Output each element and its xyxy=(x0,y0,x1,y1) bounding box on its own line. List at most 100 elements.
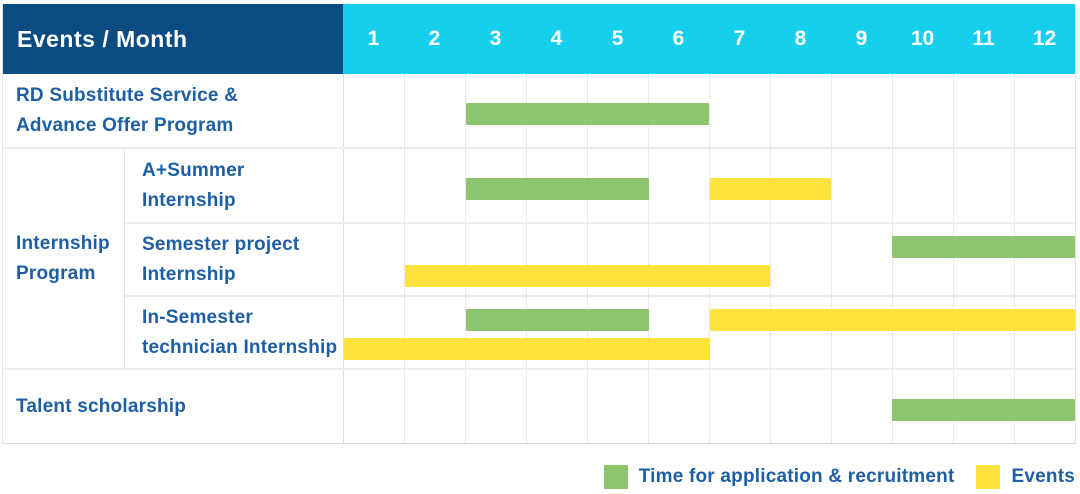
table-body: RD Substitute Service & Advance Offer Pro… xyxy=(3,74,1075,443)
gantt-bar-application xyxy=(465,102,710,125)
month-grid-canvas xyxy=(343,149,1075,222)
group-label-internship-program-line: Program xyxy=(16,262,96,284)
gantt-bar-application xyxy=(465,177,649,200)
month-grid-cell xyxy=(648,297,709,368)
row-label-in-semester-technician-internship: In-Semester technician Internship xyxy=(125,297,343,368)
month-grid-cell xyxy=(1014,74,1075,147)
section-rd-substitute: RD Substitute Service & Advance Offer Pro… xyxy=(3,74,1075,147)
month-grid-cell xyxy=(526,224,587,295)
gantt-bar-application xyxy=(892,236,1075,258)
month-grid-cell xyxy=(770,297,831,368)
gantt-bar-events xyxy=(344,338,710,360)
section-talent-scholarship: Talent scholarship xyxy=(3,368,1075,443)
row-a-plus-summer-internship: A+Summer Internship xyxy=(125,149,1075,222)
month-grid-cell xyxy=(587,297,648,368)
month-grid-cell xyxy=(831,297,892,368)
month-grid-cell xyxy=(831,149,892,222)
legend-label-events: Events xyxy=(1011,466,1075,487)
month-grid-cell xyxy=(465,297,526,368)
month-grid-cell xyxy=(404,224,465,295)
row-label-talent-scholarship-line: Talent scholarship xyxy=(16,395,187,417)
month-grid-cell xyxy=(344,370,404,443)
month-grid-cell xyxy=(892,149,953,222)
month-grid-cell xyxy=(831,370,892,443)
month-header-3: 3 xyxy=(489,27,502,50)
month-grid-cell xyxy=(526,297,587,368)
month-grid-canvas xyxy=(343,224,1075,295)
row-in-semester-technician-internship: In-Semester technician Internship xyxy=(125,295,1075,368)
month-grid-cell xyxy=(648,370,709,443)
legend-swatch-green xyxy=(603,465,628,489)
month-grid-cell xyxy=(953,224,1014,295)
month-header-6: 6 xyxy=(672,27,685,50)
row-rd-substitute: RD Substitute Service & Advance Offer Pro… xyxy=(3,74,1075,147)
month-header-2: 2 xyxy=(428,27,441,50)
month-grid-cell xyxy=(526,370,587,443)
month-grid-cell xyxy=(1014,224,1075,295)
month-grid-cell xyxy=(404,370,465,443)
month-grid-cell xyxy=(648,224,709,295)
month-grid-cell xyxy=(709,224,770,295)
month-grid-cell xyxy=(770,224,831,295)
month-grid-cell xyxy=(709,297,770,368)
month-grid-cell xyxy=(648,149,709,222)
gantt-bar-application xyxy=(892,398,1075,421)
row-label-talent-scholarship: Talent scholarship xyxy=(3,370,343,443)
gantt-bar-events xyxy=(404,265,771,287)
month-grid-cell xyxy=(831,224,892,295)
legend: Time for application & recruitment Events xyxy=(2,465,1076,489)
month-grid-cell xyxy=(404,74,465,147)
month-grid-cell xyxy=(404,149,465,222)
row-label-semester-project-internship-line: Internship xyxy=(142,263,236,285)
month-header-10: 10 xyxy=(910,27,935,50)
month-grid-cell xyxy=(953,74,1014,147)
legend-item-events: Events xyxy=(976,465,1075,489)
month-grid-canvas xyxy=(343,370,1075,443)
row-talent-scholarship: Talent scholarship xyxy=(3,370,1075,443)
row-label-rd-substitute-line: RD Substitute Service & xyxy=(16,84,239,106)
month-grid-cell xyxy=(892,224,953,295)
month-grid-cell xyxy=(465,149,526,222)
month-grid-cell xyxy=(587,370,648,443)
row-label-in-semester-technician-internship-line: technician Internship xyxy=(142,336,338,358)
month-grid-cell xyxy=(1014,297,1075,368)
month-header-11: 11 xyxy=(972,27,995,50)
month-grid-cell xyxy=(709,74,770,147)
month-grid-cell xyxy=(344,224,404,295)
gantt-bar-events xyxy=(709,177,832,200)
month-grid-cell xyxy=(770,370,831,443)
month-header-8: 8 xyxy=(794,27,807,50)
events-month-table: Events / Month 1 2 3 4 5 6 7 8 9 10 11 12 RD Substi… xyxy=(2,4,1076,444)
month-grid-cell xyxy=(1014,149,1075,222)
row-label-a-plus-summer-internship-line: A+Summer xyxy=(142,159,245,181)
month-grid-cell xyxy=(892,74,953,147)
month-grid-cell xyxy=(465,224,526,295)
month-grid-canvas xyxy=(343,297,1075,368)
month-grid-canvas xyxy=(343,74,1075,147)
month-grid-cell xyxy=(770,74,831,147)
subrows-internship-program: A+Summer Internship Semester project Intern… xyxy=(125,149,1075,368)
legend-item-application: Time for application & recruitment xyxy=(603,465,955,489)
gantt-bar-application xyxy=(465,309,649,331)
group-label-internship-program-line: Internship xyxy=(16,232,110,254)
month-grid-cell xyxy=(344,74,404,147)
month-grid-cell xyxy=(709,370,770,443)
row-label-in-semester-technician-internship-line: In-Semester xyxy=(142,306,253,328)
row-label-a-plus-summer-internship: A+Summer Internship xyxy=(125,149,343,222)
gantt-bar-events xyxy=(709,309,1075,331)
section-internship-program: Internship Program A+Summer Internship Semes… xyxy=(3,147,1075,368)
table-header-row: Events / Month 1 2 3 4 5 6 7 8 9 10 11 12 xyxy=(3,4,1075,74)
month-grid-cell xyxy=(587,224,648,295)
header-months-strip: 1 2 3 4 5 6 7 8 9 10 11 12 xyxy=(343,4,1075,74)
row-label-rd-substitute-line: Advance Offer Program xyxy=(16,114,234,136)
month-grid-cell xyxy=(344,149,404,222)
month-header-4: 4 xyxy=(550,27,563,50)
month-grid-cell xyxy=(831,74,892,147)
month-grid-cell xyxy=(953,297,1014,368)
month-header-9: 9 xyxy=(855,27,868,50)
legend-swatch-yellow xyxy=(976,465,1001,489)
month-header-12: 12 xyxy=(1032,27,1057,50)
header-events-month-cell: Events / Month xyxy=(3,4,343,74)
group-label-internship-program: Internship Program xyxy=(3,149,125,368)
